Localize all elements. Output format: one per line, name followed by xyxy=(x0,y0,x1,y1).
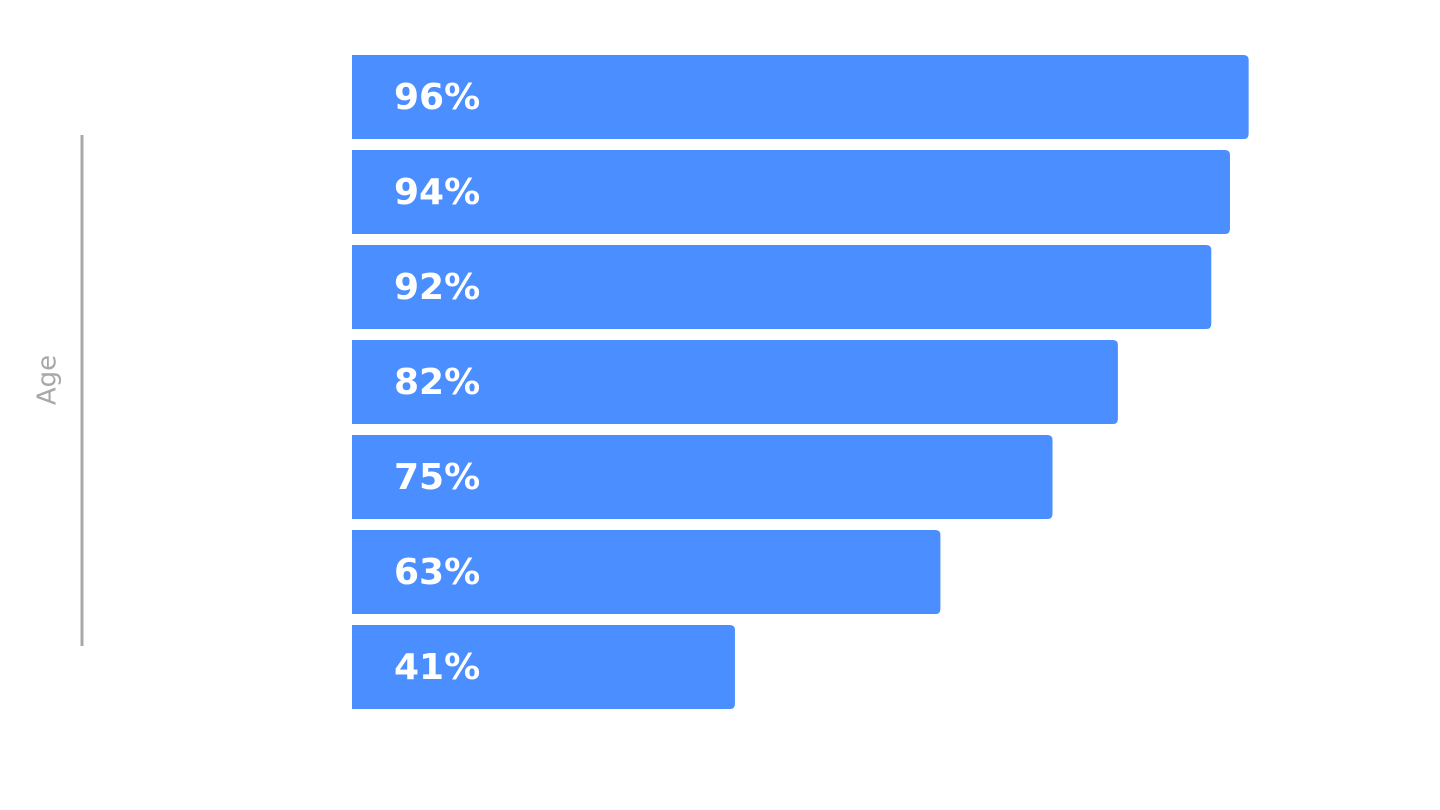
y-axis-label: Age xyxy=(33,355,63,405)
value-label: 82% xyxy=(394,362,480,403)
bar xyxy=(352,530,941,614)
bar xyxy=(352,245,1212,329)
value-label: 92% xyxy=(394,267,480,308)
bar xyxy=(352,435,1053,519)
value-label: 75% xyxy=(394,457,480,498)
bar xyxy=(352,340,1118,424)
value-label: 94% xyxy=(394,172,480,213)
bar xyxy=(352,625,735,709)
value-label: 63% xyxy=(394,552,480,593)
bar xyxy=(352,150,1230,234)
bar xyxy=(352,55,1249,139)
value-label: 41% xyxy=(394,647,480,688)
value-label: 96% xyxy=(394,77,480,118)
